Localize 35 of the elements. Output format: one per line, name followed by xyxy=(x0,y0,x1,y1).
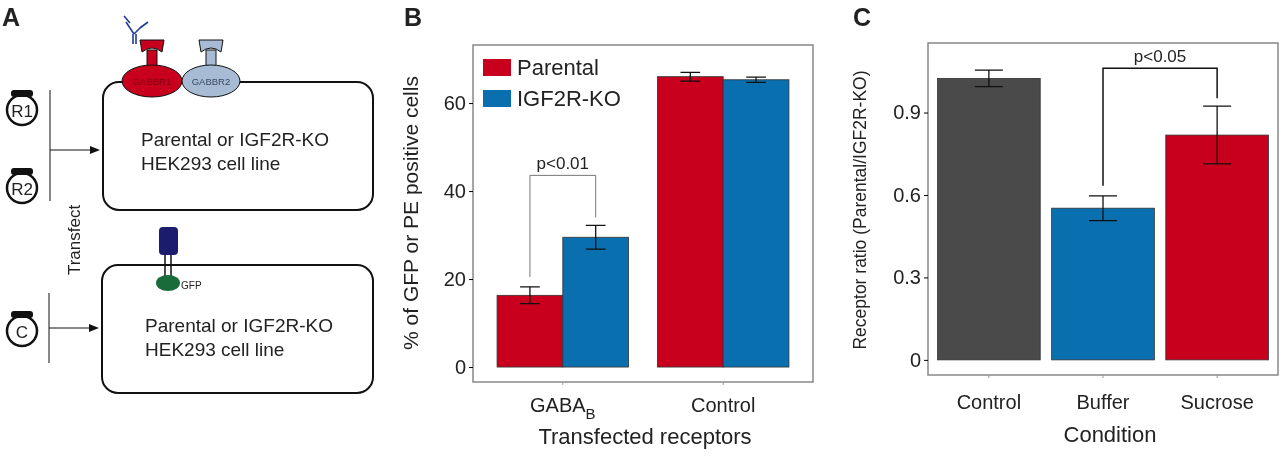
text: R2 xyxy=(11,180,33,199)
text: Parental or IGF2R-KO xyxy=(141,129,329,150)
text: Transfect xyxy=(65,204,84,276)
x-tick-label: Control xyxy=(956,391,1022,414)
x-axis-title: Transfected receptors xyxy=(538,424,752,449)
text: R1 xyxy=(11,102,33,121)
text: GABBR1 xyxy=(132,76,172,87)
y-tick-label: 0.3 xyxy=(893,266,921,289)
x-tick-label: GABA$_{B}$ xyxy=(530,394,596,423)
chart-title: C xyxy=(853,3,872,31)
chart-title: B xyxy=(404,3,423,31)
x-tick-label: Buffer xyxy=(1076,391,1130,414)
y-axis-title: Receptor ratio (Parental/IGF2R-KO) xyxy=(850,70,870,350)
legend-label: IGF2R-KO xyxy=(517,86,621,111)
x-tick-label: Sucrose xyxy=(1180,391,1254,414)
annotation: p<0.05 xyxy=(1133,47,1187,67)
text: GFP xyxy=(181,280,202,291)
y-tick-label: 20 xyxy=(443,267,466,290)
annotation: p<0.01 xyxy=(536,154,590,174)
y-tick-label: 0 xyxy=(454,355,466,378)
text: HEK293 cell line xyxy=(141,153,281,174)
text: HEK293 cell line xyxy=(145,339,285,360)
y-tick-label: 60 xyxy=(443,91,466,114)
text: GABBR2 xyxy=(191,76,231,87)
text: C xyxy=(15,323,29,342)
legend-label: Parental xyxy=(517,55,599,80)
text: Parental or IGF2R-KO xyxy=(145,315,333,336)
y-tick-label: 0.6 xyxy=(893,183,921,206)
y-tick-label: 0 xyxy=(909,348,921,371)
x-axis-title: Condition xyxy=(1063,422,1157,447)
x-tick-label: Control xyxy=(690,394,756,417)
y-tick-label: 0.9 xyxy=(893,101,921,124)
text: A xyxy=(2,3,21,31)
y-tick-label: 40 xyxy=(443,179,466,202)
y-axis-title: % of GFP or PE positive cells xyxy=(399,76,422,350)
